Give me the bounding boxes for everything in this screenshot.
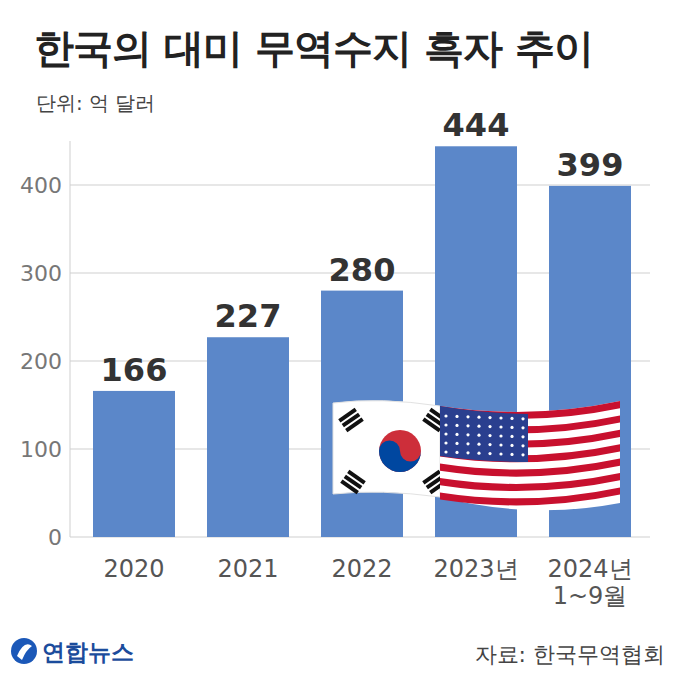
y-tick-label: 0 xyxy=(48,525,62,550)
us-star xyxy=(510,426,513,429)
us-star xyxy=(488,443,491,446)
bar xyxy=(207,337,289,537)
taegeuk xyxy=(379,430,421,472)
us-canton xyxy=(440,406,528,462)
x-tick-line: 2023년 xyxy=(433,555,518,583)
x-tick-line: 1~9월 xyxy=(553,582,628,610)
taegeuk-blue xyxy=(379,441,421,473)
x-tick-line: 2022 xyxy=(331,555,392,583)
trigram-bar xyxy=(345,418,364,433)
us-star xyxy=(477,416,480,419)
data-label: 227 xyxy=(215,297,282,335)
x-tick-line: 2021 xyxy=(217,555,278,583)
us-star xyxy=(444,432,447,435)
us-star xyxy=(455,442,458,445)
us-star xyxy=(510,453,513,456)
us-star xyxy=(455,433,458,436)
us-star xyxy=(499,434,502,437)
title: 한국의 대미 무역수지 흑자 추이 xyxy=(34,25,593,71)
us-star xyxy=(488,452,491,455)
logo-icon xyxy=(11,638,37,664)
us-star xyxy=(455,451,458,454)
chart: 한국의 대미 무역수지 흑자 추이단위: 억 달러 0 100 200 300 400 16… xyxy=(0,0,677,677)
trigram xyxy=(340,470,366,495)
us-star xyxy=(488,434,491,437)
y-axis-line xyxy=(70,141,71,537)
us-star xyxy=(521,417,524,420)
us-star xyxy=(477,425,480,428)
korean-flag xyxy=(333,401,440,497)
data-label: 280 xyxy=(329,251,396,289)
us-flag xyxy=(440,401,620,510)
data-label: 444 xyxy=(443,106,510,144)
x-tick-label: 2020 xyxy=(103,555,164,583)
us-star xyxy=(521,426,524,429)
us-star xyxy=(499,452,502,455)
us-star xyxy=(488,416,491,419)
us-star xyxy=(510,435,513,438)
us-star xyxy=(466,451,469,454)
x-tick-label: 2022 xyxy=(331,555,392,583)
y-tick-label: 200 xyxy=(20,349,62,374)
us-star xyxy=(477,443,480,446)
us-star xyxy=(510,444,513,447)
us-star xyxy=(521,444,524,447)
x-tick-line: 2020 xyxy=(103,555,164,583)
us-star xyxy=(455,424,458,427)
us-star xyxy=(444,423,447,426)
logo-swoosh xyxy=(17,644,32,660)
us-star xyxy=(477,434,480,437)
data-label: 399 xyxy=(557,146,624,184)
us-star xyxy=(455,415,458,418)
y-tick-label: 300 xyxy=(20,261,62,286)
flags xyxy=(333,401,620,511)
us-stripe xyxy=(440,487,620,505)
trigram-bar xyxy=(340,480,359,495)
page: {"chart_data": {"type": "bar", "title": … xyxy=(0,0,677,677)
us-stripe xyxy=(440,459,620,477)
us-star xyxy=(466,415,469,418)
x-tick-label: 2024년1~9월 xyxy=(547,555,632,610)
y-tick-label: 400 xyxy=(20,173,62,198)
us-star xyxy=(466,424,469,427)
us-star xyxy=(499,425,502,428)
us-star xyxy=(444,441,447,444)
us-stripe xyxy=(440,473,620,491)
bars xyxy=(93,146,631,537)
y-tick-label: 100 xyxy=(20,437,62,462)
us-star xyxy=(499,443,502,446)
bar xyxy=(93,391,175,537)
credit: 연합뉴스 xyxy=(42,639,134,665)
us-star xyxy=(488,425,491,428)
trigram-bar xyxy=(422,418,441,433)
us-star xyxy=(521,453,524,456)
us-star xyxy=(466,442,469,445)
us-star xyxy=(521,435,524,438)
x-tick-label: 2023년 xyxy=(433,555,518,583)
data-label: 166 xyxy=(101,351,168,389)
source: 자료: 한국무역협회 xyxy=(475,642,665,667)
us-star xyxy=(444,450,447,453)
us-star xyxy=(477,452,480,455)
subtitle: 단위: 억 달러 xyxy=(36,91,155,115)
us-star xyxy=(510,417,513,420)
x-tick-label: 2021 xyxy=(217,555,278,583)
trigram xyxy=(338,408,364,433)
x-tick-line: 2024년 xyxy=(547,555,632,583)
grid-line xyxy=(70,185,650,186)
us-star xyxy=(444,414,447,417)
us-star xyxy=(499,416,502,419)
us-star xyxy=(466,433,469,436)
